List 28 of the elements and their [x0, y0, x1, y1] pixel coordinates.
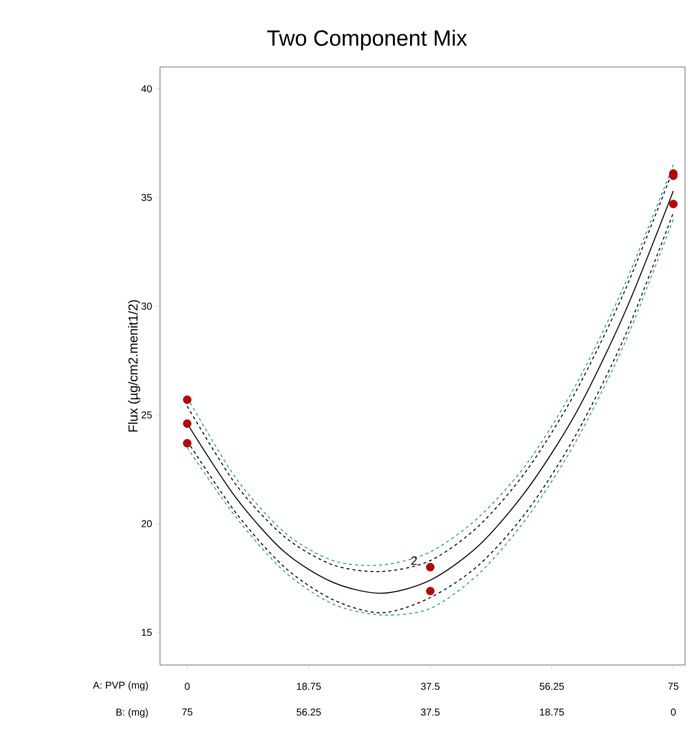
x2-tick-label: 0 — [670, 708, 676, 716]
x-axis-title: A: PVP (mg) — [92, 681, 148, 691]
point — [669, 172, 678, 180]
y-tick-label: 20 — [142, 520, 152, 528]
x-tick-label: 0 — [184, 682, 190, 690]
y-tick-label: 40 — [141, 85, 152, 92]
point — [426, 586, 434, 596]
y-tick-label: 30 — [141, 302, 152, 310]
point — [183, 438, 192, 448]
chart-title: Two Component Mix — [267, 30, 467, 50]
x2-tick-label: 18.75 — [540, 708, 564, 716]
y-tick-label: 25 — [142, 411, 152, 418]
x2-axis-title: B: (mg) — [116, 708, 148, 718]
x-tick-label: 37.5 — [420, 682, 440, 690]
x-tick-label: 75 — [668, 682, 678, 690]
x-tick-label: 18.75 — [297, 682, 321, 690]
point — [183, 419, 192, 428]
y-axis-title: Flux (µg/cm2.menit1/2) — [128, 300, 140, 432]
x2-tick-label: 56.25 — [296, 708, 321, 716]
annotation: 2 — [411, 556, 417, 565]
x-tick-label: 56.25 — [540, 682, 564, 690]
point — [183, 396, 192, 404]
x2-tick-label: 37.5 — [420, 708, 440, 716]
y-tick-label: 15 — [142, 628, 152, 636]
point — [426, 562, 434, 572]
y-tick-label: 35 — [141, 194, 152, 201]
x2-tick-label: 75 — [182, 708, 192, 716]
point — [669, 200, 678, 208]
